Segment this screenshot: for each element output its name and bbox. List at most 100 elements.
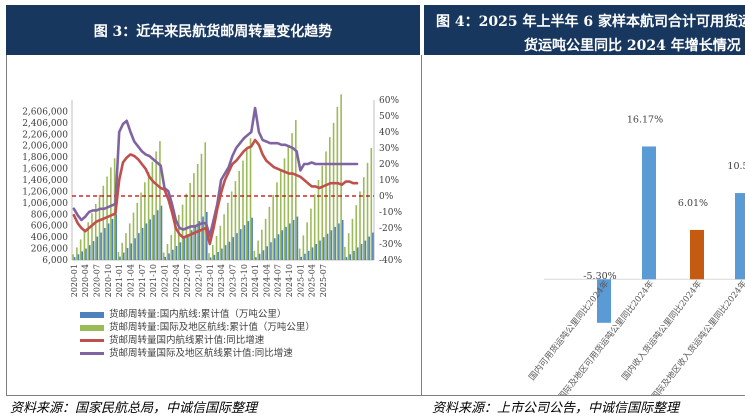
bar-intl [276, 182, 278, 260]
bar-domestic [258, 253, 261, 260]
bar-intl [181, 204, 184, 260]
bar-intl [230, 191, 233, 260]
bar-domestic [243, 225, 246, 260]
bar-intl [362, 177, 365, 260]
bar-domestic [92, 241, 95, 260]
bar-domestic [115, 214, 117, 260]
y-right-tick-label: 50% [379, 112, 399, 122]
bar-domestic [81, 251, 84, 260]
bar-intl [249, 138, 252, 260]
legend-label: 货邮周转量国内航线累计值:同比增速 [109, 335, 265, 346]
legend-item-domestic-line: 货邮周转量国内航线累计值:同比增速 [80, 334, 315, 347]
bar-intl [162, 252, 165, 260]
bar-intl [128, 223, 131, 260]
bar-intl [102, 185, 105, 260]
bar-domestic [289, 223, 291, 260]
bar-domestic [323, 237, 325, 260]
y-right-tick-label: 40% [379, 128, 399, 138]
bar-intl [121, 242, 123, 260]
bar-domestic [187, 234, 189, 260]
bar-domestic [285, 226, 287, 260]
right-source-note: 资料来源：上市公司公告，中诚信国际整理 [432, 401, 680, 416]
x-tick-label: 2025-01 [296, 264, 305, 297]
bar-domestic [270, 242, 272, 260]
legend-label: 货邮周转量:国际及地区航线:累计值（万吨公里） [109, 322, 315, 333]
bar-intl [268, 206, 271, 260]
legend-label: 货邮周转量:国内航线:累计值（万吨公里） [109, 309, 287, 320]
bar-domestic [341, 220, 344, 260]
growth-bar [735, 193, 745, 280]
bar-intl [140, 192, 142, 260]
bar-intl [245, 149, 248, 260]
y-left-tick-label: 406,000 [31, 233, 68, 243]
bar-domestic [217, 252, 219, 260]
bar-domestic [232, 237, 235, 260]
bar-domestic [273, 238, 276, 260]
y-right-tick-label: 30% [379, 144, 399, 154]
bar-domestic [153, 214, 155, 260]
bar-intl [347, 233, 350, 260]
bar-domestic [251, 217, 253, 260]
bar-domestic [277, 234, 280, 260]
y-left-tick-label: 2,006,000 [22, 142, 68, 152]
bar-domestic [194, 225, 197, 260]
x-tick-label: 2021-04 [127, 264, 136, 297]
left-source-note: 资料来源：国家民航总局，中诚信国际整理 [10, 401, 258, 416]
bar-intl [359, 191, 361, 260]
bar-domestic [190, 230, 193, 260]
bar-intl [72, 254, 74, 260]
bar-intl [125, 233, 127, 260]
bar-domestic [209, 257, 212, 260]
bar-intl [283, 158, 286, 260]
bar-intl [215, 236, 218, 260]
line-domestic-yoy [72, 138, 359, 246]
category-label: 国内可用货运吨公里同比2024年 [527, 278, 612, 383]
y-left-tick-label: 2,406,000 [22, 119, 68, 129]
bar-domestic [111, 218, 114, 260]
x-tick-label: 2022-10 [194, 264, 203, 297]
bar-intl [223, 214, 225, 260]
bar-domestic [307, 250, 310, 260]
y-right-tick-label: 20% [379, 160, 399, 170]
x-tick-label: 2025-04 [308, 264, 317, 297]
left-figure-title: 图 3：近年来民航货邮周转量变化趋势 [93, 24, 333, 40]
frame-left-border [6, 55, 7, 395]
bar-intl [257, 240, 259, 260]
legend-label: 货邮周转量国际及地区航线累计值:同比增速 [109, 348, 293, 359]
bar-domestic [266, 246, 268, 260]
y-left-tick-label: 6,000 [42, 256, 68, 266]
bar-intl [355, 205, 358, 260]
y-right-tick-label: 60% [379, 96, 399, 106]
bar-domestic [119, 256, 121, 260]
bar-intl [132, 212, 135, 260]
bar-intl [204, 142, 207, 260]
bar-intl [272, 194, 274, 260]
bar-intl [155, 151, 157, 260]
right-figure-header: 图 4：2025 年上半年 6 家样本航司合计可用货运吨 货运吨公里同比 202… [424, 5, 745, 55]
bar-intl [110, 167, 112, 260]
bar-intl [94, 204, 97, 260]
legend-swatch [80, 339, 104, 342]
x-tick-label: 2022-04 [172, 264, 181, 297]
bar-domestic [292, 220, 295, 260]
x-tick-label: 2023-01 [206, 264, 215, 297]
bar-intl [366, 162, 369, 260]
bar-intl [151, 161, 154, 260]
legend-item-intl-line: 货邮周转量国际及地区航线累计值:同比增速 [80, 347, 315, 360]
x-tick-label: 2025-07 [319, 264, 328, 297]
bar-domestic [255, 257, 257, 260]
bar-intl [295, 120, 297, 260]
y-left-tick-label: 2,206,000 [22, 130, 68, 140]
bar-domestic [315, 244, 318, 260]
bar-intl [91, 213, 93, 260]
y-left-tick-label: 1,006,000 [22, 199, 68, 209]
bar-domestic [262, 250, 265, 260]
x-tick-label: 2024-04 [262, 264, 271, 297]
legend-item-domestic-bar: 货邮周转量:国内航线:累计值（万吨公里） [80, 308, 315, 321]
bar-domestic [319, 240, 321, 260]
bar-intl [144, 182, 146, 260]
bar-intl [196, 164, 199, 260]
bar-domestic [183, 238, 185, 260]
bar-intl [98, 194, 101, 260]
